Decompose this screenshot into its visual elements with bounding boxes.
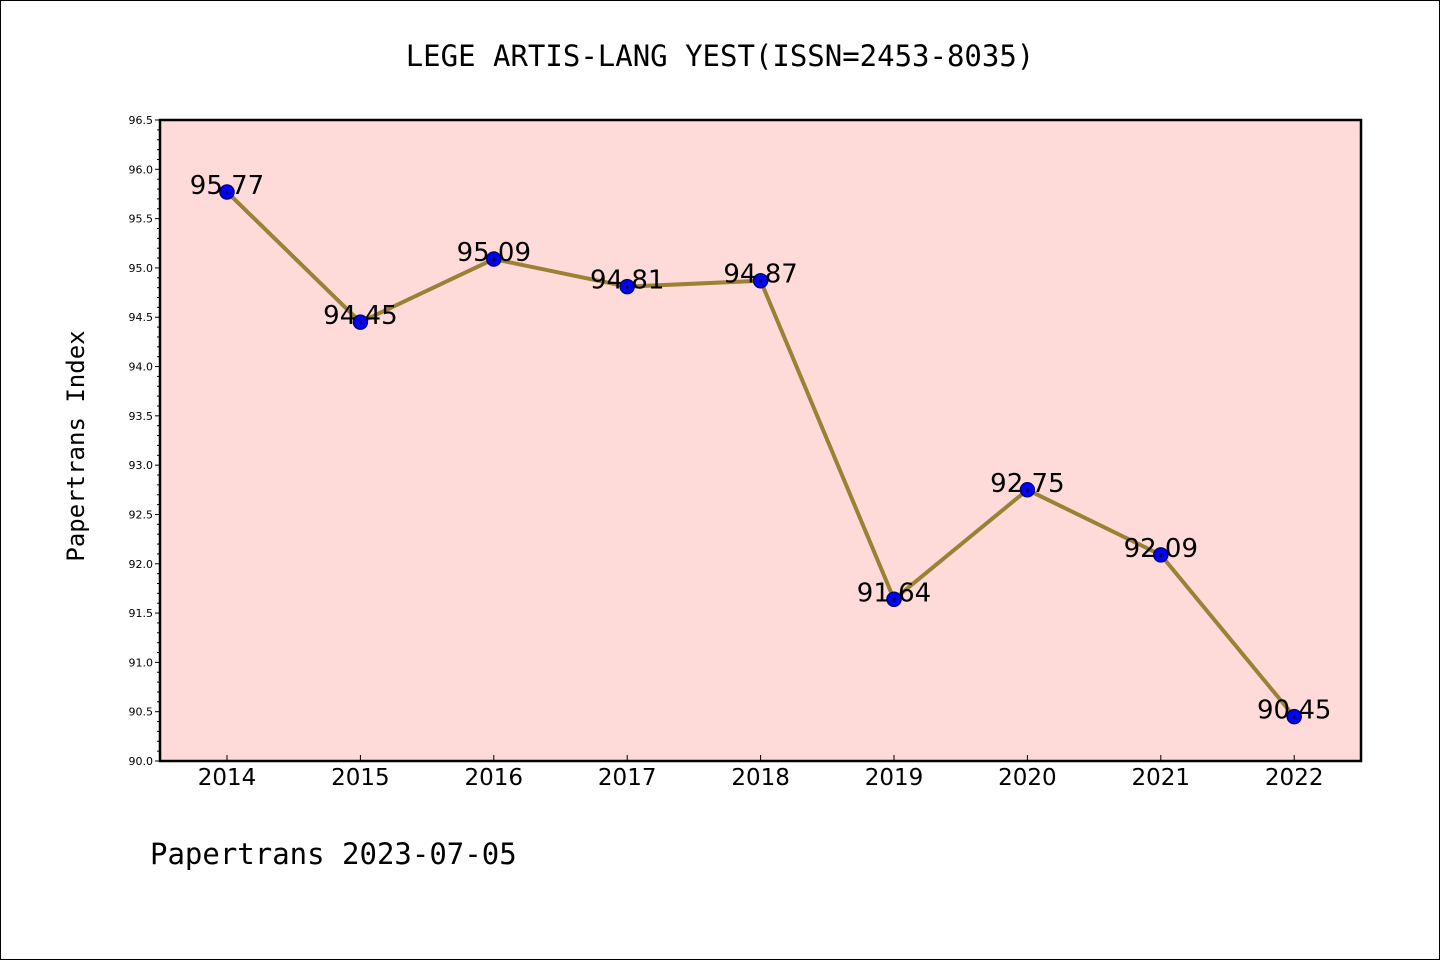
data-label: 90.45: [1257, 696, 1331, 726]
y-tick-label: 93.5: [129, 410, 154, 423]
x-tick-label: 2014: [198, 765, 257, 791]
data-point: [752, 272, 769, 289]
footer-date: Papertrans 2023-07-05: [150, 837, 517, 871]
data-label: 94.81: [590, 266, 664, 296]
x-tick-label: 2018: [731, 765, 790, 791]
data-label: 92.09: [1124, 534, 1198, 564]
data-point: [619, 278, 635, 295]
y-tick-label: 91.5: [129, 607, 154, 620]
data-labels: 95.77 94.45 95.09 94.81 94.87 91.64 92.75 92.09…: [190, 171, 1332, 726]
y-tick-label: 95.5: [129, 213, 154, 226]
y-tick-label: 96.5: [129, 114, 154, 127]
data-label: 92.75: [990, 469, 1064, 499]
y-axis: 90.0 90.5 91.0 91.5 92.0 92.5 93.0 93.5 94.0 94.5…: [129, 114, 160, 768]
y-tick-label: 93.0: [129, 459, 154, 472]
y-tick-label: 92.0: [129, 558, 154, 571]
data-label: 95.09: [457, 238, 531, 268]
data-label: 95.77: [190, 171, 264, 201]
chart-title: LEGE ARTIS-LANG YEST(ISSN=2453-8035): [406, 39, 1035, 73]
data-label: 91.64: [857, 578, 931, 608]
x-tick-label: 2015: [331, 765, 390, 791]
x-tick-label: 2016: [465, 765, 524, 791]
x-tick-label: 2019: [865, 765, 924, 791]
y-tick-label: 91.0: [129, 656, 154, 669]
y-tick-label: 94.5: [129, 311, 154, 324]
x-tick-label: 2020: [998, 765, 1057, 791]
data-point: [1286, 708, 1302, 725]
x-tick-label: 2021: [1132, 765, 1191, 791]
y-tick-label: 90.0: [129, 755, 154, 768]
data-point: [219, 184, 235, 200]
data-label: 94.45: [323, 301, 397, 331]
y-axis-title: Papertrans Index: [62, 330, 90, 561]
y-tick-label: 96.0: [129, 163, 154, 176]
series-markers: [219, 184, 1302, 725]
y-tick-label: 92.5: [129, 508, 154, 521]
data-label: 94.87: [723, 260, 797, 290]
data-point: [1019, 482, 1036, 498]
x-tick-label: 2022: [1265, 765, 1324, 791]
plot-area: [160, 120, 1361, 761]
y-tick-label: 94.0: [129, 361, 154, 374]
data-point: [886, 591, 902, 608]
y-tick-label: 95.0: [129, 262, 154, 275]
x-axis: 2014 2015 2016 2017 2018 2019 2020 2021 2022: [198, 755, 1324, 791]
y-tick-label: 90.5: [129, 706, 154, 719]
data-point: [352, 314, 369, 330]
plot-border: [158, 118, 1363, 763]
x-tick-label: 2017: [598, 765, 657, 791]
data-point: [486, 251, 502, 267]
data-point: [1153, 547, 1169, 563]
